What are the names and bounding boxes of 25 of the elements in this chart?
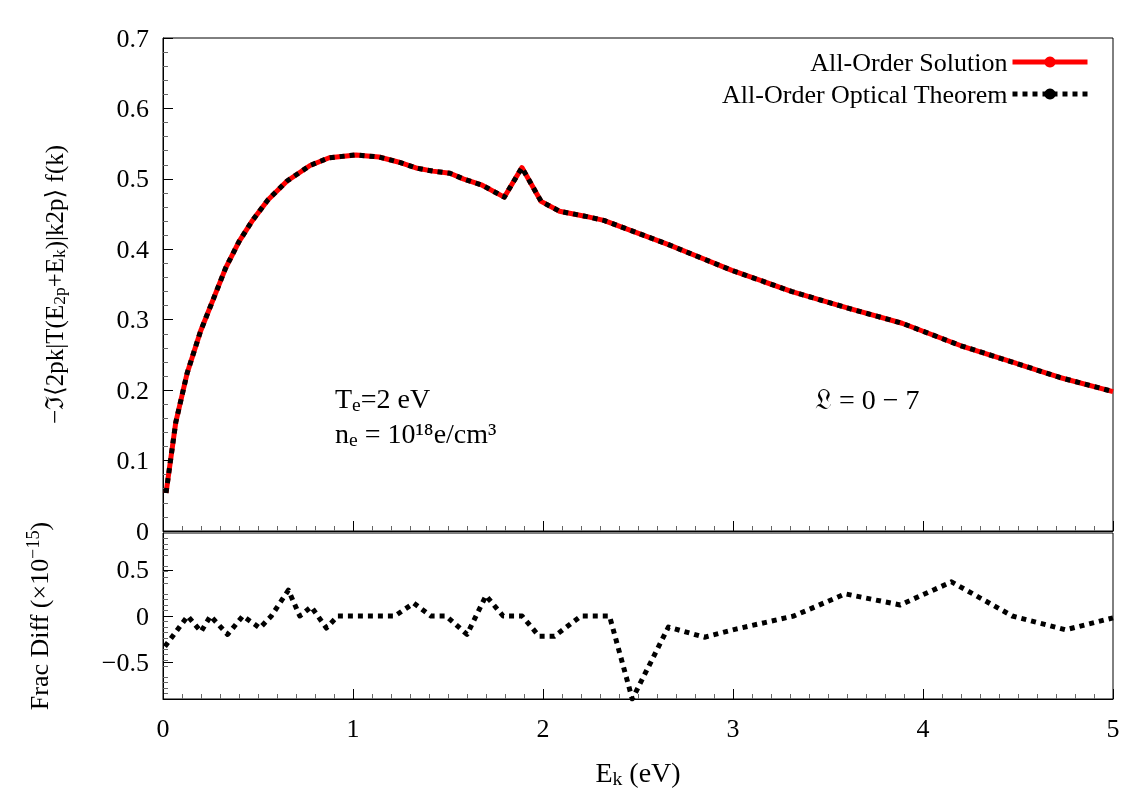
x-tick-label: 1 [346, 713, 360, 743]
x-tick-label: 4 [916, 713, 930, 743]
y-tick-label: 0.6 [116, 93, 149, 123]
y-tick-label: 0 [136, 516, 149, 546]
x-tick-label: 0 [156, 713, 170, 743]
annotation: ne = 10¹⁸e/cm³ [335, 418, 497, 451]
y-tick-label: 0.5 [116, 555, 149, 585]
x-tick-label: 2 [536, 713, 550, 743]
y-tick-label: −0.5 [101, 647, 149, 677]
x-axis-title: Ek (eV) [595, 757, 681, 789]
legend-label: All-Order Optical Theorem [722, 79, 1008, 109]
y-tick-label: 0.1 [116, 446, 149, 476]
x-tick-label: 5 [1106, 713, 1120, 743]
y-axis-title: −ℑ⟨2pk|T(E2p+Ek)|k2p⟩ f(k) [40, 144, 69, 425]
y-tick-label: 0.4 [116, 234, 149, 264]
annotation: 𝔏 = 0 − 7 [815, 383, 920, 415]
y-tick-label: 0.5 [116, 164, 149, 194]
annotation: Te=2 eV [335, 383, 431, 416]
y-tick-label: 0.2 [116, 375, 149, 405]
x-tick-label: 3 [726, 713, 740, 743]
y-tick-label: 0 [136, 601, 149, 631]
y-axis-title: Frac Diff (×10−15) [23, 521, 54, 711]
y-tick-label: 0.7 [116, 23, 149, 53]
legend-label: All-Order Solution [810, 47, 1008, 77]
y-tick-label: 0.3 [116, 305, 149, 335]
